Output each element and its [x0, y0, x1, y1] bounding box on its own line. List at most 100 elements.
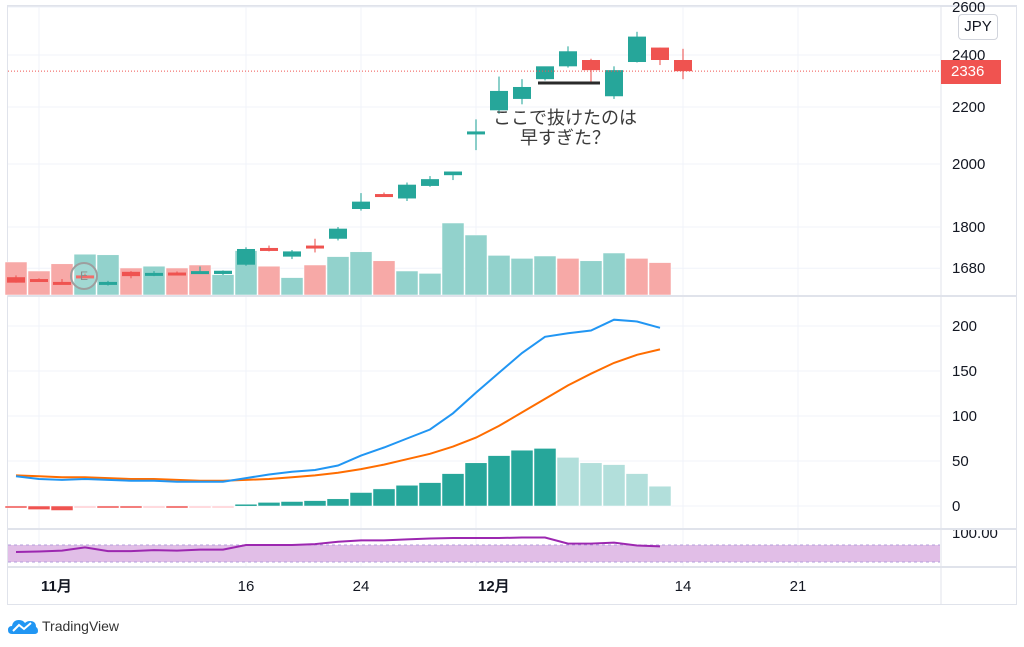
candle [237, 247, 255, 266]
signal-line [15, 348, 661, 482]
volume-bar [326, 256, 350, 296]
chart-frame [7, 5, 1017, 605]
macd-histogram-bar [510, 449, 534, 507]
candle-body [122, 271, 140, 277]
candle-body [191, 271, 209, 275]
macd-histogram-bar [119, 505, 143, 509]
volume-bar [464, 234, 488, 296]
candle [7, 275, 25, 283]
volume-bar [211, 274, 235, 296]
candle-body [536, 66, 554, 80]
candle-body [398, 184, 416, 199]
candle [444, 171, 462, 181]
candle-body [490, 90, 508, 111]
rsi-band [8, 545, 940, 562]
last-price-badge: 2336 [941, 60, 1001, 84]
volume-bar [418, 273, 442, 296]
macd-histogram-bar [487, 455, 511, 507]
volume-bar [487, 255, 511, 296]
brand-name: TradingView [42, 618, 120, 634]
macd-histogram-bar [142, 505, 166, 509]
candle [398, 182, 416, 202]
candle-body [30, 279, 48, 283]
candle-body [306, 245, 324, 249]
candle-body [352, 201, 370, 210]
volume-bar [533, 255, 557, 296]
rsi-pane [8, 536, 940, 563]
earnings-marker[interactable]: E [70, 262, 98, 290]
price-tick-label: 2400 [952, 47, 985, 64]
candle-body [421, 179, 439, 186]
macd-tick-label: 50 [952, 453, 969, 470]
price-tick-label: 2000 [952, 156, 985, 173]
macd-histogram-bar [648, 485, 672, 507]
annotation-line-1: ここで抜けたのは [493, 108, 637, 128]
time-tick-label: 14 [675, 578, 692, 595]
macd-tick-label: 100 [952, 408, 977, 425]
candle [467, 119, 485, 151]
time-tick-label: 12月 [478, 578, 510, 595]
time-tick-label: 16 [238, 578, 255, 595]
candle-body [168, 272, 186, 276]
candle-body [375, 194, 393, 198]
candle-body [559, 51, 577, 67]
macd-histogram-bar [372, 488, 396, 507]
candle-body [444, 171, 462, 176]
candle-body [605, 70, 623, 97]
tradingview-logo[interactable]: TradingView [8, 617, 119, 635]
candle-body [467, 131, 485, 135]
tradingview-cloud-icon [8, 620, 38, 634]
candle [145, 271, 163, 277]
macd-histogram-bar [96, 505, 120, 509]
volume-bar [556, 258, 580, 296]
candle-body [628, 36, 646, 63]
candle-body [329, 228, 347, 239]
candle-body [674, 60, 692, 72]
price-tick-label: 1800 [952, 219, 985, 236]
candle-body [582, 60, 600, 71]
time-tick-label: 11月 [41, 578, 72, 595]
time-tick-label: 21 [790, 578, 807, 595]
macd-histogram-bar [326, 498, 350, 507]
volume-bar [395, 270, 419, 296]
macd-tick-label: 200 [952, 318, 977, 335]
candle-body [260, 247, 278, 251]
macd-axis: 200 150 100 50 0 [952, 318, 977, 515]
candle-body [145, 272, 163, 276]
currency-label[interactable]: JPY [958, 14, 998, 40]
macd-histogram-bar [73, 505, 97, 509]
rsi-line [15, 536, 661, 553]
time-axis: 11月 16 24 12月 14 21 [41, 578, 806, 595]
volume-bar [96, 254, 120, 296]
macd-histogram-bar [395, 485, 419, 507]
chart-annotation[interactable]: ここで抜けたのは 早すぎた？ [470, 108, 660, 148]
candle-body [651, 47, 669, 61]
macd-histogram-bar [257, 502, 281, 507]
macd-histogram-bar [280, 501, 304, 507]
candle-body [99, 281, 117, 285]
macd-histogram-bar [50, 505, 74, 511]
volume-bar [510, 258, 534, 296]
rsi-tick-label: 100.00 [952, 525, 998, 542]
macd-histogram-bar [234, 503, 258, 507]
price-tick-label: 2600 [952, 0, 985, 16]
candle [306, 238, 324, 253]
candle-body [283, 251, 301, 257]
candle-body [237, 248, 255, 265]
macd-histogram-bar [211, 505, 235, 509]
candle [122, 271, 140, 279]
candle-body [7, 277, 25, 283]
candlesticks [7, 31, 692, 286]
macd-histogram-bar [602, 464, 626, 507]
candle [513, 79, 531, 105]
candle [329, 227, 347, 241]
macd-histogram-bar [556, 457, 580, 507]
macd-histogram-bar [441, 473, 465, 507]
macd-histogram-bar [4, 505, 28, 509]
candle-body [53, 281, 71, 285]
candle [99, 280, 117, 286]
volume-bar [280, 277, 304, 296]
macd-histogram-bar [188, 505, 212, 509]
price-axis: 2600 2400 2200 2000 1800 1680 [952, 0, 985, 277]
